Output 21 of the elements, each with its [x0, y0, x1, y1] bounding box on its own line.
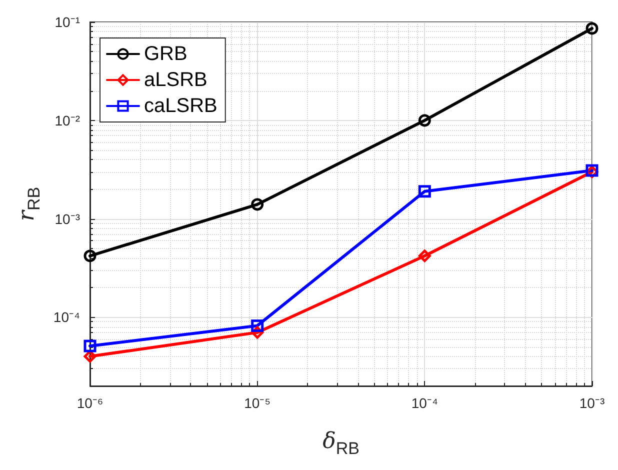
- x-tick-label: 10⁻⁵: [244, 395, 271, 411]
- x-tick-label: 10⁻⁴: [411, 395, 438, 411]
- y-tick-label: 10⁻³: [54, 210, 80, 227]
- point: [251, 319, 264, 332]
- point: [418, 185, 431, 198]
- point: [586, 22, 598, 35]
- x-tick-label: 10⁻⁶: [76, 395, 104, 411]
- legend-label: caLSRB: [144, 95, 218, 117]
- point: [418, 250, 431, 262]
- point: [418, 114, 431, 127]
- y-tick-label: 10⁻²: [54, 112, 80, 128]
- point: [251, 198, 264, 211]
- legend-label: aLSRB: [144, 69, 208, 91]
- y-axis-title: rRB: [14, 186, 44, 222]
- point: [84, 340, 96, 352]
- y-tick-label: 10⁻¹: [54, 14, 80, 30]
- legend-label: GRB: [144, 43, 188, 65]
- y-tick-label: 10⁻⁴: [53, 309, 80, 326]
- point: [84, 250, 96, 262]
- point: [84, 350, 96, 363]
- x-tick-label: 10⁻³: [579, 395, 605, 411]
